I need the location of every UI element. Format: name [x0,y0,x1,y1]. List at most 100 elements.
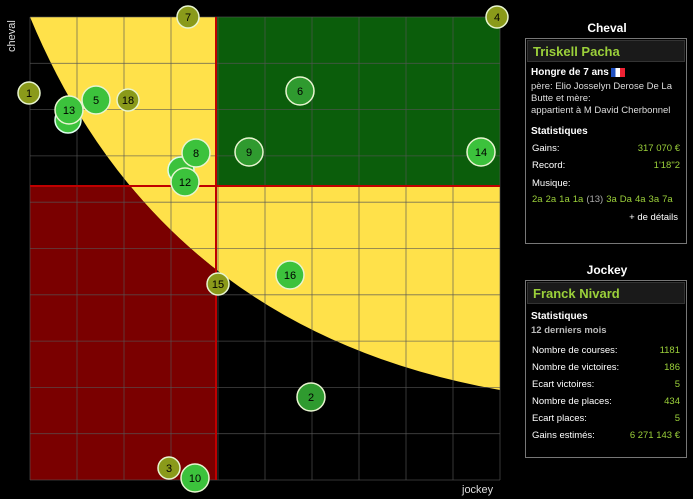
musique-item: Da [619,194,632,205]
runner-marker-circle [116,88,140,112]
gains-row: Gains: 317 070 € [532,143,680,154]
runner-marker-circle [157,456,181,480]
runner-marker-label: 6 [297,86,303,98]
horse-owner: appartient à M David Cherbonnel [531,105,671,116]
horse-name[interactable]: Triskell Pacha [527,40,685,62]
france-flag-icon [610,67,625,77]
runner-marker-2[interactable]: 2 [296,382,326,412]
jockey-stat-label: Nombre de victoires: [532,362,620,373]
jockey-stat-label: Nombre de courses: [532,345,618,356]
jockey-name[interactable]: Franck Nivard [527,282,685,304]
jockey-stat-label: Ecart places: [532,413,587,424]
musique-item: 2a [532,194,543,205]
runner-marker-16[interactable]: 16 [275,260,305,290]
runner-marker-circle [176,5,200,29]
runner-marker-5[interactable]: 5 [81,85,111,115]
runner-marker-circle [466,137,496,167]
more-details-link[interactable]: + de détails [629,212,678,223]
runner-marker-label: 5 [93,95,99,107]
record-label: Record: [532,160,566,171]
cheval-panel: Triskell Pacha Hongre de 7 ans père: Eli… [525,38,687,244]
horse-stats-title: Statistiques [531,126,588,137]
runner-marker-7[interactable]: 7 [176,5,200,29]
runner-marker-10[interactable]: 10 [180,463,210,493]
runner-marker-circle [485,5,509,29]
musique-item: 3a [648,194,660,205]
runner-marker-6[interactable]: 6 [285,76,315,106]
runner-marker-circle [180,463,210,493]
runner-marker-label: 4 [494,12,500,24]
jockey-stat-label: Gains estimés: [532,430,595,441]
musique-item: (13) [586,194,604,205]
runner-marker-label: 15 [212,279,224,291]
jockey-panel: Franck Nivard Statistiques 12 derniers m… [525,280,687,458]
runner-marker-label: 14 [475,147,487,159]
horse-pere-2: Butte et mère: [531,93,591,104]
jockey-stat-value: 186 [664,362,680,373]
runner-marker-3[interactable]: 3 [157,456,181,480]
runner-marker-label: 3 [166,463,172,475]
musique-label: Musique: [532,178,571,189]
musique-item: 3a [606,194,617,205]
record-row: Record: 1'18"2 [532,160,680,171]
jockey-stat-value: 434 [664,396,680,407]
y-axis-label: cheval [6,20,18,52]
jockey-stat-row: Ecart places: 5 [532,413,680,424]
jockey-stat-label: Ecart victoires: [532,379,595,390]
runner-marker-label: 7 [185,12,191,24]
musique-item: 1a [572,194,584,205]
runner-marker-8[interactable]: 8 [181,138,211,168]
runner-marker-label: 12 [179,177,191,189]
runner-marker-label: 16 [284,270,296,282]
runner-marker-9[interactable]: 9 [234,137,264,167]
runner-marker-circle [17,81,41,105]
runner-marker-circle [275,260,305,290]
runner-marker-label: 9 [246,147,252,159]
jockey-stat-row: Nombre de victoires: 186 [532,362,680,373]
horse-pere: père: Elio Josselyn Derose De La [531,81,672,92]
runner-marker-label: 10 [189,473,201,485]
musique-item: 2a [545,194,557,205]
jockey-stat-label: Nombre de places: [532,396,612,407]
runner-marker-label: 18 [122,95,134,107]
jockey-stat-value: 5 [674,379,680,390]
runner-marker-circle [285,76,315,106]
horse-subtitle: Hongre de 7 ans [531,67,609,78]
gains-value: 317 070 € [637,143,680,154]
x-axis-label: jockey [462,484,494,496]
jockey-period: 12 derniers mois [531,325,607,336]
cheval-panel-title: Cheval [587,21,627,35]
runner-marker-circle [54,95,84,125]
jockey-panel-title: Jockey [586,263,628,277]
runner-marker-15[interactable]: 15 [206,272,230,296]
runner-marker-circle [234,137,264,167]
jockey-stat-row: Gains estimés: 6 271 143 € [532,430,680,441]
runner-marker-label: 13 [63,105,75,117]
runner-marker-4[interactable]: 4 [485,5,509,29]
jockey-stat-row: Ecart victoires: 5 [532,379,680,390]
gains-label: Gains: [532,143,560,154]
runner-marker-13[interactable]: 13 [54,95,84,125]
runner-marker-circle [81,85,111,115]
runner-marker-14[interactable]: 14 [466,137,496,167]
runner-marker-circle [206,272,230,296]
runner-marker-circle [296,382,326,412]
musique-list: 2a 2a 1a 1a (13) 3a Da 4a 3a 7a [532,194,680,205]
jockey-stat-row: Nombre de places: 434 [532,396,680,407]
jockey-stat-value: 1181 [659,345,680,356]
musique-item: 1a [559,194,570,205]
jockey-stat-value: 5 [674,413,680,424]
musique-item: 4a [634,194,646,205]
runner-marker-label: 8 [193,148,199,160]
runner-marker-1[interactable]: 1 [17,81,41,105]
runner-marker-circle [181,138,211,168]
jockey-stats-title: Statistiques [531,311,588,322]
runner-marker-circle [170,167,200,197]
runner-marker-18[interactable]: 18 [116,88,140,112]
record-value: 1'18"2 [653,160,680,171]
runner-marker-12[interactable]: 12 [170,167,200,197]
runner-marker-label: 1 [26,88,32,100]
musique-item: 7a [662,194,673,205]
jockey-stat-row: Nombre de courses: 1181 [532,345,680,356]
